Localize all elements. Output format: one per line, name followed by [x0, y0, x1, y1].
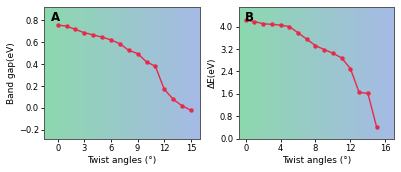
Text: B: B [245, 11, 254, 24]
X-axis label: Twist angles (°): Twist angles (°) [282, 156, 351, 165]
Y-axis label: ΔE(eV): ΔE(eV) [208, 58, 217, 88]
Y-axis label: Band gap(eV): Band gap(eV) [7, 42, 16, 104]
Text: A: A [51, 11, 60, 24]
X-axis label: Twist angles (°): Twist angles (°) [87, 156, 157, 165]
